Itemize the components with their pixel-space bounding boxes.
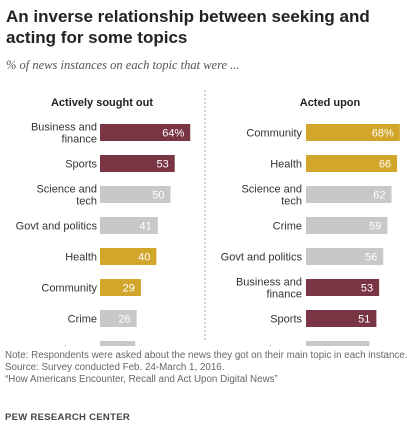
category-label: Sports [270, 314, 302, 326]
value-label: 51 [358, 314, 370, 326]
value-label: 68% [372, 128, 394, 140]
source-text: Source: Survey conducted Feb. 24-March 1… [5, 362, 225, 374]
category-label: Community [41, 283, 97, 295]
value-label: 29 [123, 283, 135, 295]
category-label: Govt and politics [221, 252, 303, 264]
value-label: 40 [138, 252, 150, 264]
bar [306, 310, 377, 327]
category-label: Community [246, 128, 302, 140]
value-label: 66 [379, 159, 391, 171]
bar-charts: Actively sought out 64% Business and financ… [16, 90, 400, 347]
panel-title: Acted upon [300, 97, 361, 109]
category-label: Business and finance [31, 122, 97, 146]
bar [100, 155, 175, 172]
bar [100, 124, 191, 141]
category-label: Science and tech [36, 184, 97, 208]
category-label: Entertainment [29, 345, 97, 347]
bar [306, 217, 388, 234]
panel-title: Actively sought out [51, 97, 153, 109]
bar [100, 186, 171, 203]
chart-subtitle: % of news instances on each topic that w… [6, 58, 240, 72]
value-label: 50 [152, 190, 164, 202]
bar [100, 341, 136, 346]
value-label: 64% [162, 128, 184, 140]
bar [306, 186, 392, 203]
category-label: Business and finance [236, 277, 302, 301]
chart-title: An inverse relationship between seeking … [6, 7, 370, 47]
category-label: Entertainment [234, 345, 302, 347]
category-label: Crime [68, 314, 97, 326]
bar [306, 279, 380, 296]
report-title: “How Americans Encounter, Recall and Act… [5, 374, 278, 386]
value-label: 56 [365, 252, 377, 264]
category-label: Health [270, 159, 302, 171]
category-label: Health [65, 252, 97, 264]
value-label: 62 [373, 190, 385, 202]
category-label: Sports [65, 159, 97, 171]
value-label: 59 [369, 221, 381, 233]
footnotes: Note: Respondents were asked about the n… [5, 350, 410, 387]
category-label: Govt and politics [16, 221, 98, 233]
bar [306, 155, 398, 172]
value-label: 46 [351, 345, 363, 347]
bar [306, 248, 384, 265]
bar [306, 341, 370, 346]
value-label: 26 [118, 314, 130, 326]
value-label: 41 [140, 221, 152, 233]
bar [100, 248, 157, 265]
note-text: Note: Respondents were asked about the n… [5, 350, 408, 361]
category-label: Science and tech [241, 184, 302, 208]
value-label: 53 [156, 159, 168, 171]
bar [306, 124, 400, 141]
bar [100, 217, 158, 234]
value-label: 25 [117, 345, 129, 347]
bar [100, 310, 137, 327]
bar [100, 279, 141, 296]
category-label: Crime [273, 221, 302, 233]
brand-logo-text: PEW RESEARCH CENTER [5, 412, 130, 423]
value-label: 53 [361, 283, 373, 295]
